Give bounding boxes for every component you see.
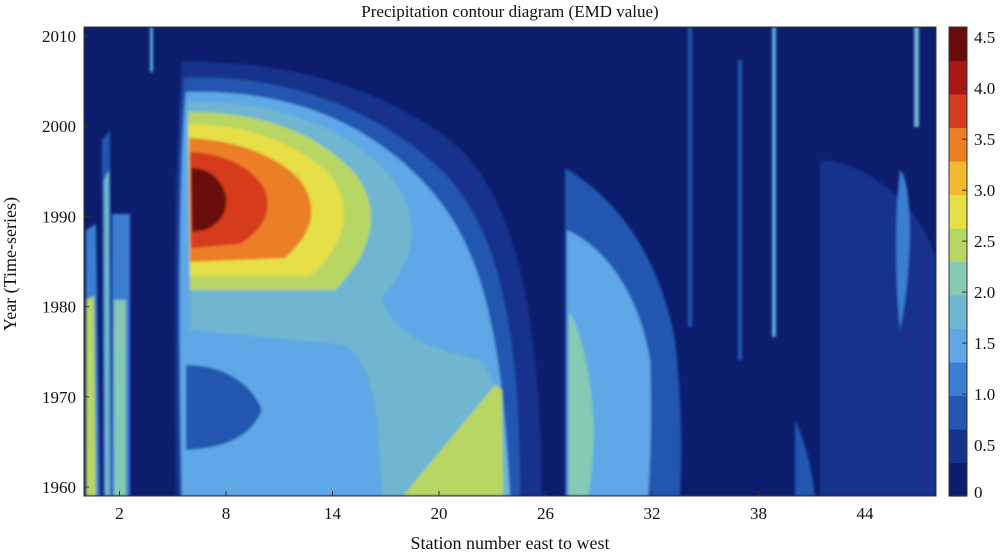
contour-streak-5 [914,27,919,127]
x-tick-label: 44 [857,504,875,523]
contour-region-strip-2-core [104,170,110,496]
contour-band-2.0 [569,312,594,496]
colorbar-tick-label: 4.5 [974,28,995,47]
colorbar-segment [949,295,967,330]
colorbar-segment [949,194,967,229]
y-tick-label: 1960 [42,478,76,497]
colorbar-segment [949,462,967,497]
contour-ridge-2.5 [403,385,503,496]
colorbar-segment [949,94,967,129]
y-tick-label: 1990 [42,207,76,226]
y-axis-title: Year (Time-series) [0,197,21,331]
colorbar-tick-label: 4.0 [974,79,995,98]
colorbar-segment [949,395,967,430]
colorbar-tick-label: 0.5 [974,436,995,455]
x-axis-ticks: 2 8 14 20 26 32 38 44 [115,491,874,523]
colorbar: 0 0.5 1.0 1.5 2.0 2.5 3.0 3.5 4.0 4.5 [948,26,995,502]
colorbar-segment [949,228,967,263]
colorbar-tick-label: 1.0 [974,385,995,404]
contour-right-patch-3 [795,420,815,496]
x-tick-label: 8 [222,504,231,523]
y-tick-label: 2010 [42,27,76,46]
contour-region-strip-3-core [114,300,126,496]
contour-level-4.5 [191,168,227,232]
contour-streak-1 [150,27,153,72]
colorbar-tick-label: 0 [974,483,983,502]
colorbar-segment [949,362,967,397]
y-tick-label: 2000 [42,117,76,136]
colorbar-tick-label: 1.5 [974,334,995,353]
y-axis-ticks: 1960 1970 1980 1990 2000 2010 [42,27,89,497]
colorbar-segment [949,27,967,62]
plot-area [84,27,936,496]
x-tick-label: 2 [115,504,124,523]
plot-frame [83,26,937,497]
y-tick-label: 1980 [42,298,76,317]
x-tick-label: 20 [431,504,448,523]
colorbar-segment [949,261,967,296]
colorbar-tick-label: 2.0 [974,283,995,302]
contour-streak-3 [738,60,742,360]
colorbar-segment [949,127,967,162]
colorbar-segment [949,161,967,196]
chart-title: Precipitation contour diagram (EMD value… [361,2,658,21]
contour-region-strip-1-high [86,296,96,496]
x-tick-label: 38 [750,504,767,523]
x-axis-title: Station number east to west [411,533,610,553]
x-tick-label: 14 [324,504,342,523]
colorbar-segment [949,60,967,95]
contour-right-patch-2 [896,170,910,330]
colorbar-segment [949,328,967,363]
y-tick-label: 1970 [42,388,76,407]
x-tick-label: 32 [644,504,661,523]
contour-pocket-low [186,365,262,450]
colorbar-tick-label: 2.5 [974,232,995,251]
colorbar-tick-label: 3.0 [974,181,995,200]
contour-streak-2 [688,27,692,327]
contour-streak-4 [772,27,776,337]
x-tick-label: 26 [537,504,554,523]
colorbar-tick-label: 3.5 [974,130,995,149]
colorbar-segment [949,429,967,464]
contour-level-2.0-lower [190,292,510,496]
colorbar-frame [948,26,968,497]
